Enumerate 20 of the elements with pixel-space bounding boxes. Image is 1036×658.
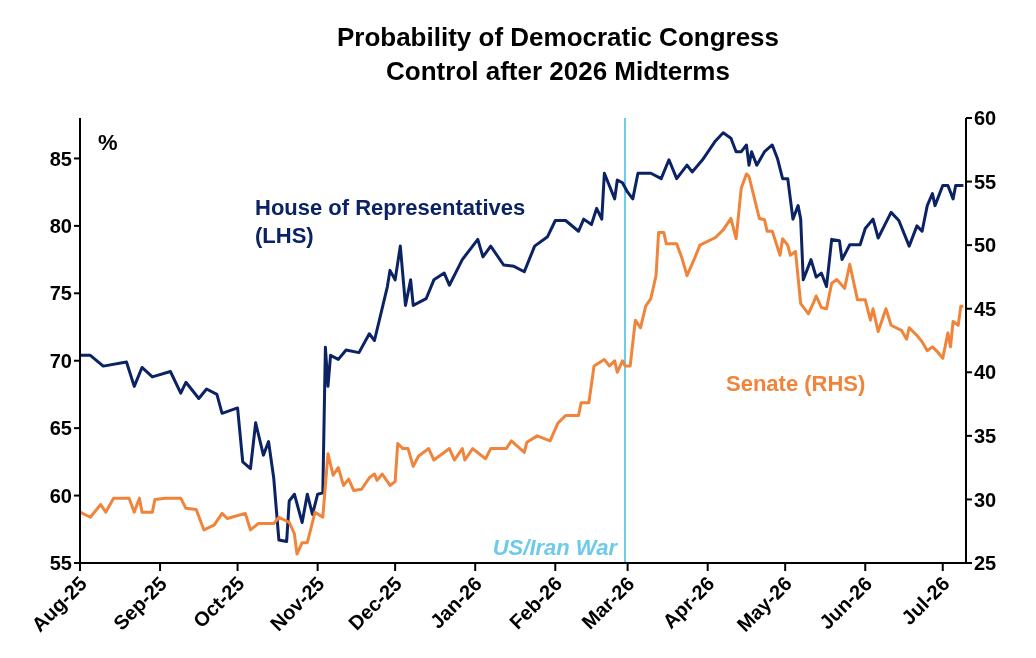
y-tick-label: 80	[49, 214, 72, 237]
annotation: %	[98, 130, 118, 156]
y-tick-label: 70	[49, 349, 72, 372]
chart-title: Probability of Democratic Congress Control after 2026 Midterms	[335, 21, 781, 88]
series-label: House of Representatives (LHS)	[255, 194, 527, 250]
y2-tick-label: 60	[974, 107, 997, 130]
y2-tick-label: 40	[974, 361, 997, 384]
y2-tick-label: 35	[974, 424, 997, 447]
y-tick-label: 60	[49, 484, 72, 507]
y2-tick-label: 55	[974, 170, 997, 193]
y2-tick-label: 50	[974, 234, 997, 257]
y2-tick-label: 45	[974, 297, 997, 320]
y2-tick-label: 30	[974, 488, 997, 511]
y-tick-label: 55	[49, 552, 72, 575]
y-tick-label: 65	[49, 417, 72, 440]
y-tick-label: 75	[49, 282, 72, 305]
y2-tick-label: 25	[974, 552, 997, 575]
series-label: Senate (RHS)	[726, 370, 867, 398]
ref-line-label: US/Iran War	[492, 535, 619, 560]
y-tick-label: 85	[49, 147, 72, 170]
